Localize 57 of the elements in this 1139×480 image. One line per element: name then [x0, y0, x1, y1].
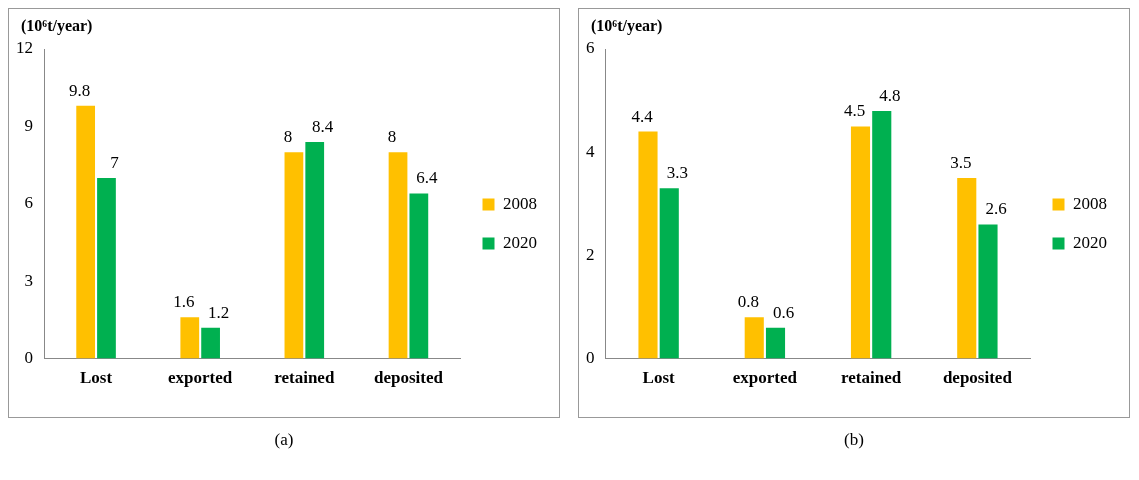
data-label: 1.2: [207, 302, 230, 322]
bar: [76, 105, 96, 359]
x-tick-label: deposited: [942, 368, 1013, 388]
bar: [659, 188, 679, 359]
data-label: 6.4: [416, 168, 438, 188]
text: (b): [843, 430, 865, 450]
bar: [180, 317, 200, 359]
x-tick-label: Lost: [642, 368, 676, 388]
y-tick-label: 9: [24, 115, 33, 135]
y-tick-label: 12: [16, 38, 33, 58]
data-label: 4.5: [843, 101, 866, 121]
bar: [388, 152, 408, 359]
data-label: 7: [110, 152, 120, 172]
y-tick-label: 2: [586, 244, 595, 264]
data-label: 4.8: [879, 85, 901, 105]
y-axis-title: (10⁶t/year): [591, 17, 663, 36]
legend-label: 2008: [503, 193, 537, 213]
data-label: 0.8: [737, 292, 759, 312]
y-tick-label: 6: [586, 38, 595, 58]
bar: [201, 327, 220, 359]
data-label: 4.4: [631, 106, 654, 126]
data-label: 8: [283, 127, 293, 147]
text: (a): [273, 430, 295, 450]
bar: [284, 152, 304, 359]
bar: [957, 178, 977, 359]
data-label: 3.5: [950, 152, 972, 172]
bar: [872, 110, 892, 359]
legend-label: 2008: [1073, 193, 1107, 213]
bar: [305, 141, 325, 359]
y-tick-label: 0: [24, 348, 33, 368]
data-label: 3.3: [666, 163, 688, 183]
data-label: 2.6: [985, 199, 1007, 219]
bar: [744, 317, 764, 359]
legend-label: 2020: [1073, 232, 1107, 252]
data-label: 1.6: [173, 292, 195, 312]
bar: [978, 224, 998, 359]
bar: [765, 327, 786, 359]
legend-label: 2020: [503, 232, 537, 252]
x-tick-label: exported: [732, 368, 798, 388]
x-tick-label: deposited: [373, 368, 444, 388]
x-tick-label: retained: [841, 368, 902, 388]
bar: [850, 126, 871, 359]
data-label: 8.4: [312, 116, 334, 136]
data-label: 0.6: [772, 302, 795, 322]
data-label: 8: [387, 127, 397, 147]
data-label: 9.8: [69, 80, 91, 100]
bar: [97, 178, 116, 359]
x-tick-label: Lost: [80, 368, 113, 388]
x-tick-label: retained: [274, 368, 335, 388]
y-tick-label: 4: [586, 141, 595, 161]
bar: [638, 131, 658, 359]
bar: [409, 193, 429, 359]
y-tick-label: 0: [586, 348, 595, 368]
x-tick-label: exported: [168, 368, 233, 388]
y-tick-label: 3: [24, 270, 33, 290]
y-tick-label: 6: [24, 193, 33, 213]
y-axis-title: (10⁶t/year): [21, 17, 93, 36]
